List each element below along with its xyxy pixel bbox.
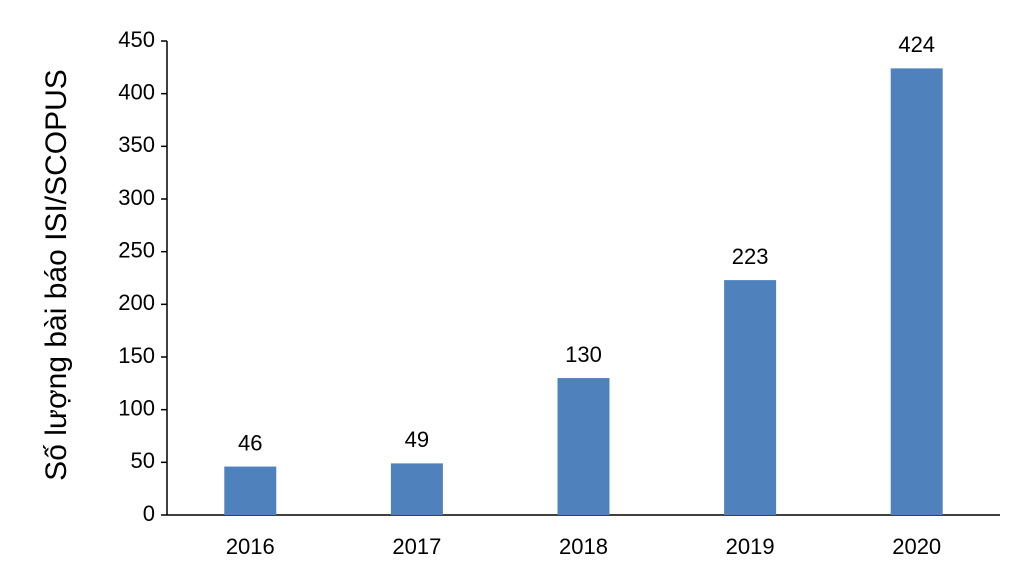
value-label: 49 xyxy=(405,427,429,452)
value-label: 223 xyxy=(732,244,769,269)
y-axis-title: Số lượng bài báo ISI/SCOPUS xyxy=(40,69,73,481)
y-tick-label: 100 xyxy=(118,395,155,420)
y-tick-label: 200 xyxy=(118,290,155,315)
x-tick-label: 2017 xyxy=(392,534,441,559)
bar xyxy=(890,68,943,516)
value-label: 46 xyxy=(238,430,262,455)
y-tick-label: 350 xyxy=(118,132,155,157)
bar xyxy=(557,378,610,515)
bar xyxy=(390,463,443,515)
bar xyxy=(224,466,277,515)
x-tick-label: 2018 xyxy=(559,534,608,559)
y-tick-label: 250 xyxy=(118,237,155,262)
y-tick-label: 300 xyxy=(118,185,155,210)
x-tick-label: 2020 xyxy=(892,534,941,559)
y-tick-label: 150 xyxy=(118,343,155,368)
y-tick-label: 450 xyxy=(118,27,155,52)
x-tick-label: 2019 xyxy=(726,534,775,559)
x-tick-label: 2016 xyxy=(226,534,275,559)
y-tick-label: 400 xyxy=(118,79,155,104)
y-tick-label: 0 xyxy=(143,501,155,526)
y-tick-label: 50 xyxy=(131,448,155,473)
value-label: 424 xyxy=(898,32,935,57)
bar xyxy=(724,280,777,515)
value-label: 130 xyxy=(565,342,602,367)
